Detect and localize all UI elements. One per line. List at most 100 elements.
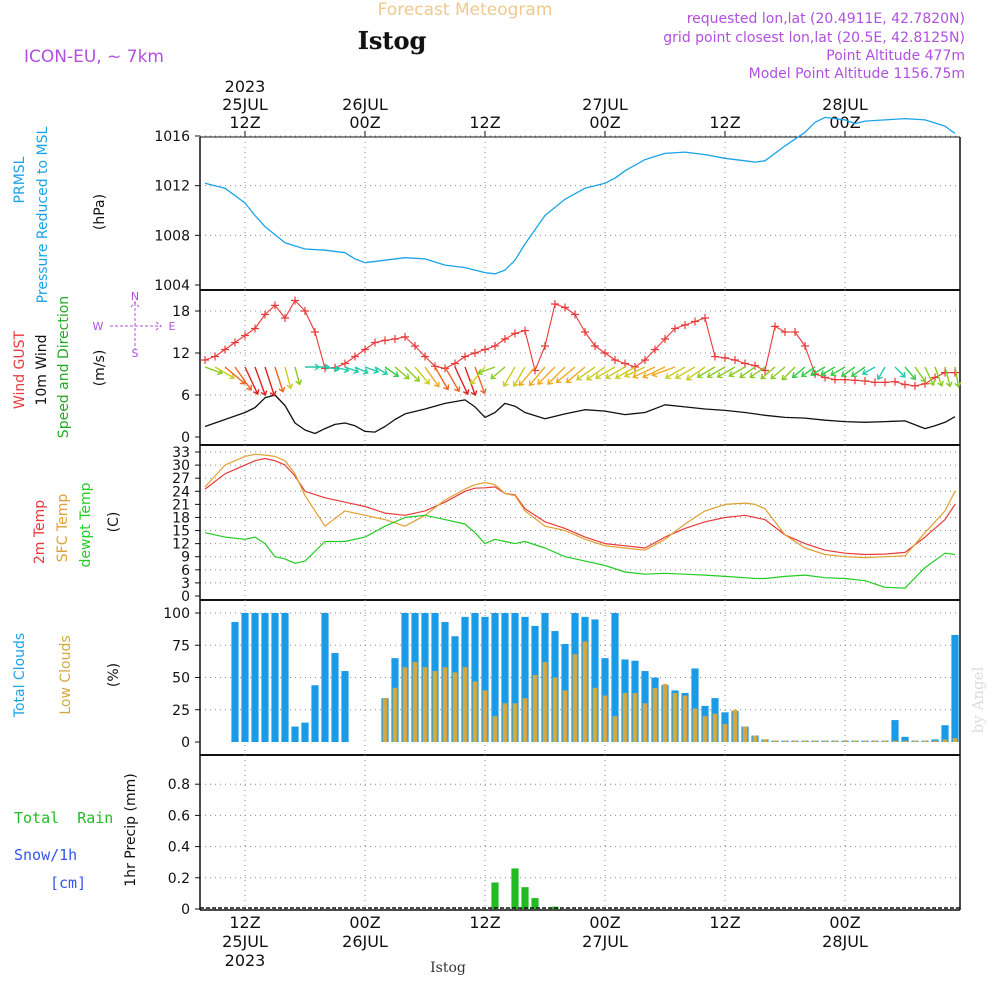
wind-gust-marker <box>781 328 789 336</box>
wind-gust-marker <box>291 296 299 305</box>
y-tick-label: 6 <box>181 388 190 404</box>
low-cloud-bar <box>402 667 408 742</box>
wind-direction-arrow <box>760 366 776 380</box>
low-cloud-bar <box>582 641 588 742</box>
total-cloud-bar <box>931 739 939 742</box>
low-cloud-bar <box>832 740 838 742</box>
watermark: by Angel <box>969 666 987 733</box>
wind-direction-arrow <box>274 366 286 393</box>
wind-gust-marker <box>661 335 669 343</box>
wind-gust-marker <box>901 380 909 389</box>
y-tick-label: 1016 <box>154 129 190 145</box>
y-tick-label: 12 <box>172 346 190 362</box>
wind-gust-marker <box>891 377 899 386</box>
low-cloud-bar <box>902 740 908 742</box>
wind-gust-marker <box>251 324 259 333</box>
wind-gust-marker <box>601 349 609 357</box>
t2m-line <box>204 457 956 556</box>
low-cloud-bar <box>842 740 848 742</box>
wind-gust-marker <box>231 338 239 347</box>
low-cloud-bar <box>702 716 708 742</box>
low-cloud-bar <box>912 740 918 742</box>
total-cloud-bar <box>951 634 959 742</box>
bottom-hour-label: 00Z <box>349 913 380 932</box>
low-cloud-bar <box>922 740 928 742</box>
wind-gust-marker <box>341 359 349 368</box>
low-cloud-bar <box>542 662 548 742</box>
wind-gust-marker <box>671 324 679 333</box>
wind-direction-arrow <box>954 366 962 388</box>
tsfc-line <box>204 453 956 559</box>
wind-gust-marker <box>561 303 569 312</box>
bottom-hour-label: 00Z <box>829 913 860 932</box>
low-cloud-bar <box>712 713 718 742</box>
bottom-hour-label: 12Z <box>229 913 260 932</box>
wind-direction-arrow <box>394 366 410 380</box>
wind-direction-arrow <box>674 366 696 380</box>
wind-direction-arrow <box>384 366 400 377</box>
wind-direction-arrow <box>244 366 260 396</box>
low-cloud-bar <box>502 703 508 742</box>
wind-direction-arrow <box>477 366 496 376</box>
low-cloud-bar <box>722 723 728 742</box>
total-cloud-bar <box>941 725 949 742</box>
wind-direction-arrow <box>586 366 606 381</box>
wind-direction-arrow <box>739 366 756 379</box>
low-cloud-bar <box>452 672 458 742</box>
bottom-hour-label: 00Z <box>589 913 620 932</box>
wind-gust-marker <box>301 307 309 315</box>
wind-direction-arrow <box>944 366 953 388</box>
compass-arrows-icon <box>110 301 162 349</box>
y-tick-label: 24 <box>172 484 190 500</box>
wind-compass: N S W E <box>93 290 176 360</box>
wind-direction-arrow <box>791 366 806 379</box>
wind-gust-marker <box>881 378 889 387</box>
wind-gust-marker <box>401 332 409 341</box>
y-tick-label: 33 <box>172 445 190 461</box>
wind-direction-arrow <box>894 366 906 378</box>
wind-direction-arrow <box>474 366 487 395</box>
y-tick-label: 0.6 <box>168 808 190 824</box>
wind-direction-arrow <box>770 366 786 380</box>
y-tick-label: 30 <box>172 458 190 474</box>
wind-gust-marker <box>621 359 629 368</box>
y-tick-label: 1004 <box>154 278 190 294</box>
y-tick-label: 18 <box>172 510 190 526</box>
dewpt-label: dewpt Temp <box>78 482 94 567</box>
wind-gust-marker <box>591 342 599 350</box>
total-cloud-bar <box>901 736 909 742</box>
top-hour-label: 12Z <box>229 113 260 132</box>
y-tick-label: 0 <box>181 735 190 751</box>
low-cloud-bar <box>792 740 798 742</box>
wind-gust-marker <box>551 300 559 308</box>
cloud-unit: (%) <box>106 663 122 687</box>
total-cloud-bar <box>261 613 269 742</box>
wind-gust-marker <box>311 328 319 336</box>
y-tick-label: 25 <box>172 703 190 719</box>
total-cloud-bar <box>331 652 339 742</box>
wind-gust-marker <box>371 338 379 347</box>
chart-title: Forecast Meteogram <box>378 0 553 20</box>
top-hour-label: 12Z <box>469 113 500 132</box>
cloud-panel: 0 25 50 75 100 <box>163 600 961 756</box>
low-cloud-bar <box>932 740 938 742</box>
wind-gust-marker <box>741 359 749 368</box>
wind-direction-arrow <box>594 366 616 380</box>
wind-gust-marker <box>911 381 919 390</box>
wind-direction-arrow <box>781 366 796 381</box>
low-cloud-bar <box>872 740 878 742</box>
wind-direction-arrow <box>664 366 686 380</box>
wind-direction-arrow <box>716 366 736 379</box>
y-tick-label: 50 <box>172 671 190 687</box>
rain-bar <box>511 868 519 909</box>
low-cloud-bar <box>672 692 678 742</box>
low-cloud-bar <box>732 709 738 742</box>
y-tick-label: 0.2 <box>168 871 190 887</box>
wind-direction-arrow <box>924 366 936 387</box>
dewpt-line <box>204 514 956 589</box>
pressure-line <box>204 116 956 275</box>
top-hour-label: 12Z <box>709 113 740 132</box>
wind-unit: (m/s) <box>92 350 108 387</box>
low-cloud-bar <box>532 674 538 742</box>
